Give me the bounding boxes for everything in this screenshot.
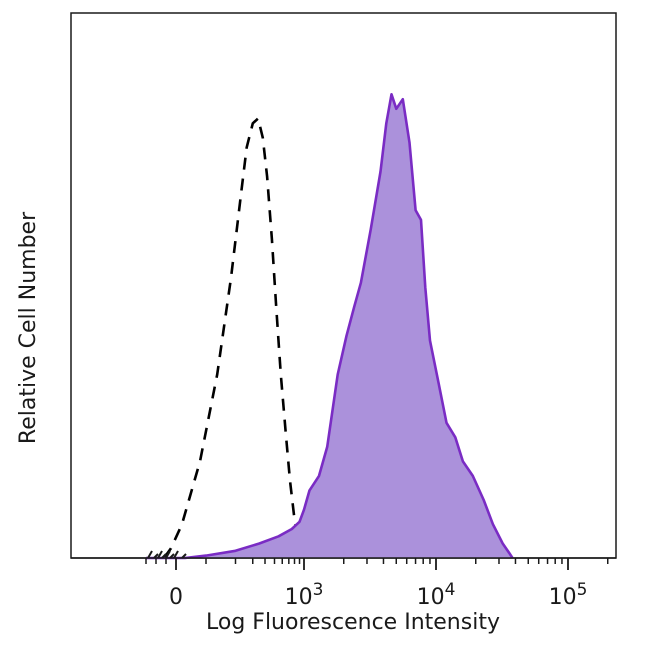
series-layer xyxy=(146,93,514,560)
x-tick-label: 104 xyxy=(417,580,456,610)
baseline-noise-mark xyxy=(157,550,163,559)
x-tick-label: 105 xyxy=(549,580,588,610)
y-axis-title: Relative Cell Number xyxy=(16,211,41,444)
x-major-ticks xyxy=(175,558,569,570)
filled-histogram-outline xyxy=(146,93,514,560)
filled-histogram-area xyxy=(146,94,513,559)
x-minor-ticks xyxy=(145,558,609,564)
baseline-noise-mark xyxy=(165,550,171,559)
x-tick-label: 103 xyxy=(285,580,324,610)
x-tick-label: 0 xyxy=(169,585,183,610)
baseline-noise-mark xyxy=(147,550,153,559)
x-tick-labels: 0 103 104 105 xyxy=(169,580,587,610)
baseline-noise-mark xyxy=(173,550,179,559)
x-axis-title: Log Fluorescence Intensity xyxy=(206,610,500,635)
dashed-histogram-line xyxy=(162,117,303,559)
